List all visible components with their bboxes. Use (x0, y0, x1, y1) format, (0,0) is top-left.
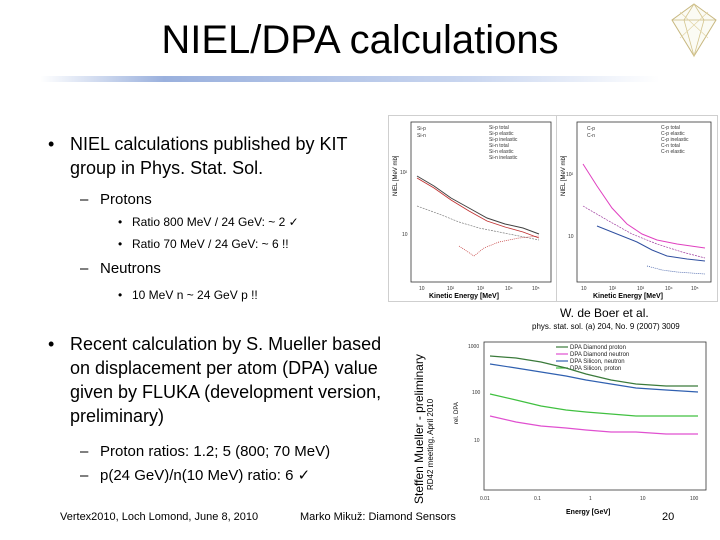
niel-si-p-total (416, 175, 540, 235)
niel-c-legend-r3: C-n total (661, 143, 680, 149)
citation-reference: phys. stat. sol. (a) 204, No. 9 (2007) 3… (532, 322, 680, 331)
dpa-silicon-proton (489, 393, 698, 417)
niel-si-xtick-1: 10² (447, 286, 455, 292)
dpa-xtick-2: 1 (589, 496, 592, 502)
niel-c-xtick-2: 10³ (637, 286, 645, 292)
dpa-legend-2: DPA Silicon, neutron (570, 359, 625, 365)
niel-si-legend-p: Si-p (417, 126, 426, 132)
dpa-legend-1: DPA Diamond neutron (570, 352, 629, 358)
bullet-kit-niel: NIEL calculations published by KIT group… (48, 132, 390, 180)
protons-item-2: Ratio 70 MeV / 24 GeV: ~ 6 !! (118, 236, 289, 252)
niel-si-xlabel: Kinetic Energy [MeV] (429, 293, 499, 300)
page-number: 20 (662, 511, 675, 523)
niel-si-n-total (416, 177, 540, 239)
slide-title: NIEL/DPA calculations (161, 18, 559, 62)
niel-c-xtick-1: 10² (609, 286, 617, 292)
bullet-kit-text: NIEL calculations published by KIT group… (70, 134, 348, 178)
niel-c-ytick-0: 10² (566, 172, 574, 178)
mueller-item-1: Proton ratios: 1.2; 5 (800; 70 MeV) (80, 442, 330, 462)
footer-conference: Vertex2010, Loch Lomond, June 8, 2010 (60, 511, 259, 523)
niel-si-legend-r3: Si-n total (489, 143, 509, 149)
niel-c-ylabel: NIEL [MeV mb] (561, 155, 567, 196)
niel-c-legend-p: C-p (587, 126, 595, 132)
dpa-legend-3: DPA Silicon, proton (570, 366, 621, 372)
niel-c-n-total (596, 225, 706, 262)
niel-carbon-plot: NIEL [MeV mb] Kinetic Energy [MeV] C-p C… (556, 115, 718, 302)
dpa-diamond-neutron (489, 415, 698, 435)
dpa-plot: rel. DPA Energy [GeV] 1000 100 10 0.01 0… (436, 334, 720, 524)
dpa-ylabel: rel. DPA (454, 402, 460, 424)
niel-si-ylabel: NIEL [MeV mb] (393, 155, 399, 196)
niel-c-legend-r0: C-p total (661, 125, 680, 131)
niel-silicon-plot: NIEL [MeV mb] Kinetic Energy [MeV] Si-p … (388, 115, 558, 302)
niel-silicon-svg: NIEL [MeV mb] Kinetic Energy [MeV] Si-p … (393, 121, 552, 300)
niel-si-legend-r4: Si-n elastic (489, 149, 514, 155)
bullet-mueller: Recent calculation by S. Mueller based o… (48, 332, 390, 428)
dpa-ytick-1: 100 (472, 390, 481, 396)
niel-c-ytick-1: 10 (568, 234, 574, 240)
niel-si-legend-r0: Si-p total (489, 125, 509, 131)
protons-item-1: Ratio 800 MeV / 24 GeV: ~ 2 ✓ (118, 214, 299, 230)
niel-si-xtick-2: 10³ (477, 286, 485, 292)
niel-c-elastic (582, 205, 706, 259)
niel-c-legend-n: C-n (587, 133, 595, 139)
dpa-xtick-3: 10 (640, 496, 646, 502)
niel-c-legend-r1: C-p elastic (661, 131, 685, 137)
niel-si-xtick-0: 10 (419, 286, 425, 292)
citation-author: W. de Boer et al. (560, 306, 649, 320)
neutrons-item-1: 10 MeV n ~ 24 GeV p !! (118, 287, 258, 303)
niel-si-elastic (416, 205, 540, 241)
dpa-diamond-proton (489, 355, 698, 387)
niel-si-legend-r2: Si-p inelastic (489, 137, 518, 143)
niel-si-legend-r1: Si-p elastic (489, 131, 514, 137)
dpa-ytick-0: 1000 (468, 344, 479, 350)
niel-si-xtick-4: 10⁵ (532, 286, 540, 292)
dpa-legend-0: DPA Diamond proton (570, 345, 626, 351)
niel-c-xlabel: Kinetic Energy [MeV] (593, 293, 663, 300)
niel-si-legend-n: Si-n (417, 133, 426, 139)
neutrons-heading: Neutrons (80, 259, 161, 279)
niel-si-ytick-0: 10² (400, 170, 408, 176)
dpa-plot-svg: rel. DPA Energy [GeV] 1000 100 10 0.01 0… (454, 341, 707, 516)
footer-author: Marko Mikuž: Diamond Sensors (300, 511, 456, 523)
vertical-meeting-note: RD42 meeting, April 2010 (426, 398, 435, 490)
niel-c-legend-r4: C-n elastic (661, 149, 685, 155)
niel-carbon-svg: NIEL [MeV mb] Kinetic Energy [MeV] C-p C… (561, 121, 712, 300)
title-underline (40, 76, 660, 82)
diamond-logo-icon (670, 2, 718, 58)
dpa-xtick-0: 0.01 (480, 496, 490, 502)
niel-si-xtick-3: 10⁴ (505, 286, 513, 292)
niel-si-ytick-1: 10 (402, 232, 408, 238)
niel-c-n-elastic (646, 265, 706, 275)
niel-c-xtick-0: 10 (581, 286, 587, 292)
protons-heading: Protons (80, 190, 152, 210)
bullet-mueller-text: Recent calculation by S. Mueller based o… (70, 334, 382, 426)
mueller-item-2: p(24 GeV)/n(10 MeV) ratio: 6 ✓ (80, 466, 310, 486)
dpa-xtick-1: 0.1 (534, 496, 541, 502)
dpa-silicon-neutron (489, 363, 699, 393)
niel-si-legend-r5: Si-n inelastic (489, 155, 518, 161)
dpa-xlabel: Energy [GeV] (566, 509, 610, 516)
dpa-xtick-4: 100 (690, 496, 699, 502)
vertical-author-note: Steffen Mueller - preliminary (412, 354, 426, 504)
niel-c-p-total (582, 163, 706, 249)
niel-c-xtick-3: 10⁴ (665, 286, 673, 292)
dpa-ytick-2: 10 (474, 438, 480, 444)
niel-c-legend-r2: C-p inelastic (661, 137, 689, 143)
niel-si-inelastic (458, 235, 540, 257)
niel-c-xtick-4: 10⁵ (691, 286, 699, 292)
